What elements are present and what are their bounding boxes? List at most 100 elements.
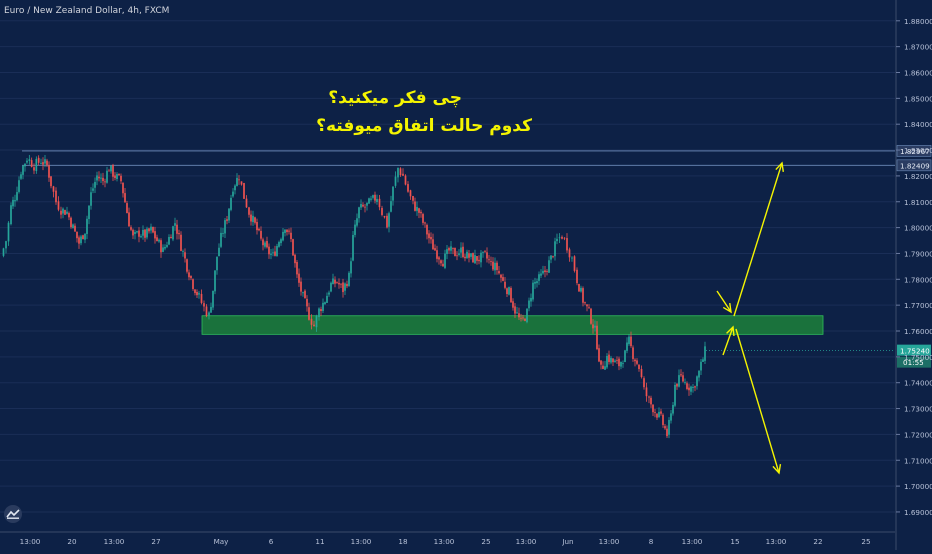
candle-body <box>550 255 552 260</box>
candle-body <box>286 229 288 233</box>
current-price-tag <box>897 344 931 356</box>
candle-body <box>218 247 220 257</box>
candle-body <box>116 174 118 180</box>
candle-body <box>200 293 203 303</box>
candle-body <box>344 283 346 291</box>
candle-body <box>172 226 174 240</box>
candle-body <box>90 192 92 206</box>
candle-body <box>92 188 94 191</box>
candle-body <box>430 236 432 240</box>
candle-body <box>554 241 556 257</box>
price-tick-label: 1.86000 <box>904 69 932 78</box>
candle-body <box>140 236 142 238</box>
candle-body <box>40 162 42 164</box>
candle-body <box>662 414 664 425</box>
candle-body <box>168 237 170 245</box>
time-axis[interactable]: 13:00 20 13:00 27 May 6 11 13:00 18 13:00 25 13:00 J… <box>0 531 895 546</box>
candle-body <box>624 350 626 363</box>
time-tick-label: 13:00 <box>434 537 455 546</box>
candle-body <box>104 181 106 183</box>
candle-body <box>464 256 466 259</box>
candle-body <box>596 325 598 350</box>
candle-body <box>534 281 536 284</box>
candle-body <box>236 177 238 186</box>
price-axis[interactable]: 1.88000 1.87000 1.86000 1.85000 1.84000 1.830… <box>895 0 932 550</box>
support-zone[interactable] <box>201 315 824 335</box>
candle-body <box>256 221 258 231</box>
horizontal-levels: 1.82967 1.82409 1.75240 01:55 <box>22 145 932 368</box>
candle-body <box>412 196 414 201</box>
candle-body <box>176 224 178 234</box>
candle-body <box>102 177 104 182</box>
candle-body <box>630 336 632 347</box>
price-tick-label: 1.83000 <box>904 146 932 155</box>
candle-body <box>568 249 571 258</box>
candle-body <box>598 348 600 362</box>
candle-body <box>86 218 88 234</box>
candle-body <box>444 253 446 268</box>
candle-body <box>313 324 315 327</box>
candle-body <box>270 253 272 255</box>
candle-body <box>524 318 526 321</box>
candle-body <box>234 185 236 191</box>
candle-body <box>57 201 60 210</box>
time-tick-label: 25 <box>481 537 490 546</box>
candle-body <box>35 158 38 172</box>
candle-body <box>326 295 328 303</box>
candle-body <box>436 250 438 259</box>
price-tick-label: 1.77000 <box>904 301 932 310</box>
support-zone-rect <box>201 315 824 335</box>
candle-body <box>582 288 584 303</box>
candle-body <box>33 167 35 171</box>
candle-body <box>358 207 360 219</box>
candle-body <box>98 176 100 179</box>
candle-body <box>240 181 243 185</box>
candle-body <box>676 383 678 387</box>
candle-body <box>538 274 540 281</box>
level-price-tag <box>896 145 932 157</box>
candle-body <box>128 212 130 227</box>
price-tick-label: 1.78000 <box>904 275 932 284</box>
candle-body <box>352 234 354 261</box>
candle-body <box>68 213 70 218</box>
candle-body <box>260 230 262 239</box>
candle-body <box>470 253 472 257</box>
time-tick-label: 8 <box>649 537 654 546</box>
time-tick-label: 18 <box>398 537 408 546</box>
candle-body <box>196 292 198 296</box>
candle-body <box>203 303 205 307</box>
candle-body <box>418 208 420 213</box>
time-tick-label: May <box>214 537 230 546</box>
candle-body <box>274 251 276 256</box>
candle-body <box>394 176 397 186</box>
candle-body <box>22 165 24 175</box>
candle-body <box>536 281 538 284</box>
candle-body <box>30 160 33 167</box>
tradingview-logo-icon <box>4 505 22 523</box>
candle-body <box>528 300 530 309</box>
candle-body <box>354 224 356 235</box>
candle-body <box>262 239 264 246</box>
candle-body <box>230 197 232 210</box>
candle-body <box>688 387 690 391</box>
candle-body <box>580 287 582 292</box>
price-tick-label: 1.70000 <box>904 482 932 491</box>
candle-body <box>622 362 624 364</box>
candle-body <box>12 199 14 207</box>
candle-body <box>138 230 140 237</box>
candle-body <box>640 369 643 378</box>
candle-body <box>428 233 430 239</box>
candle-body <box>106 170 108 183</box>
candle-body <box>192 279 194 290</box>
candle-body <box>258 228 260 231</box>
candle-body <box>488 259 490 261</box>
candle-body <box>10 205 12 225</box>
price-tick-label: 1.88000 <box>904 17 932 26</box>
candle-body <box>186 259 188 272</box>
price-tick-label: 1.81000 <box>904 198 932 207</box>
candle-body <box>194 289 196 293</box>
candle-body <box>578 284 580 292</box>
time-tick-label: 13:00 <box>516 537 537 546</box>
annotation-line-2: کدوم حالت اتفاق میوفته؟ <box>316 116 532 136</box>
